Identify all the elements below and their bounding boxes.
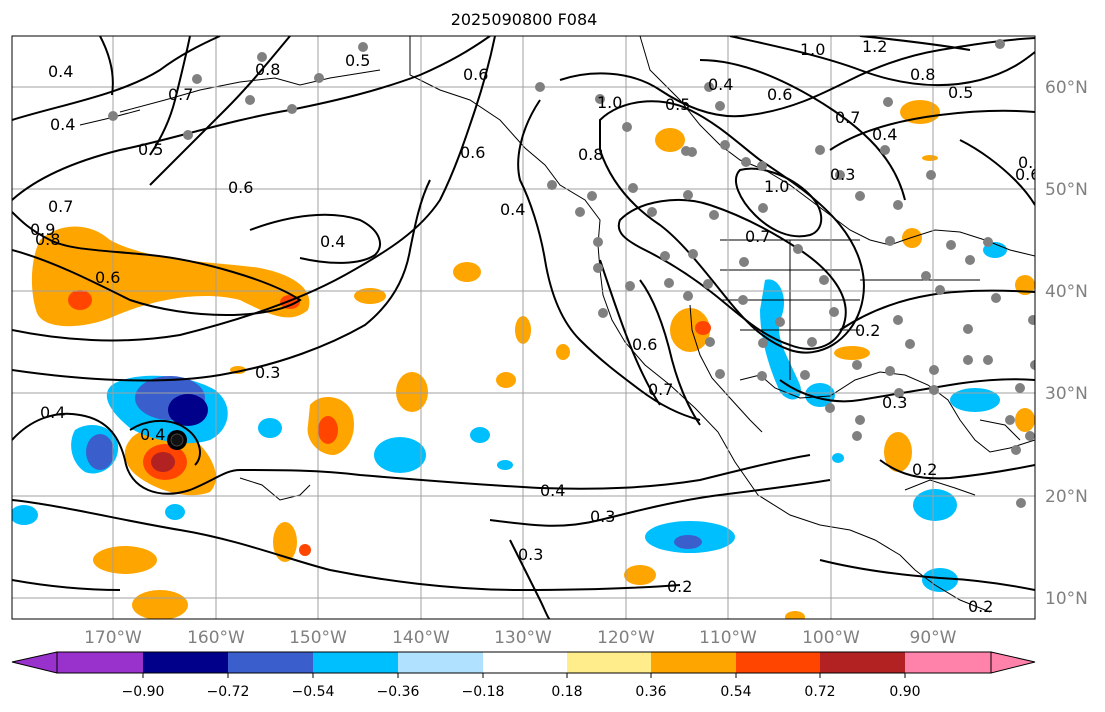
- contour-label: 0.6: [767, 85, 792, 104]
- contour-label: 0.3: [882, 393, 907, 412]
- colorbar-tick-label: −0.90: [122, 684, 165, 700]
- contour-label: 1.0: [800, 40, 825, 59]
- contour-label: 0.2: [855, 321, 880, 340]
- contour-label: 0.6: [1018, 153, 1043, 172]
- contour-label: 0.4: [500, 200, 525, 219]
- contour-label: 0.8: [578, 145, 603, 164]
- colorbar-bin: [57, 652, 143, 673]
- contour-label: 0.4: [708, 75, 733, 94]
- graticule: [12, 36, 1035, 619]
- contour-label: 1.0: [597, 93, 622, 112]
- colorbar-bin: [143, 652, 228, 673]
- contour-label-group: 0.4 0.5 0.6 0.8 0.7 0.5 0.4 0.6 0.6 0.9 …: [30, 37, 1043, 616]
- colorbar-extend-right: [990, 651, 1036, 674]
- station-dots: [108, 39, 1035, 508]
- contour-label: 0.5: [138, 140, 163, 159]
- contour-label: 0.2: [912, 460, 937, 479]
- contour-label: 0.6: [632, 335, 657, 354]
- colorbar-bin: [567, 652, 651, 673]
- colorbar-tick-label: 0.90: [889, 684, 920, 700]
- lon-label: 160°W: [187, 628, 245, 648]
- contour-label: 0.7: [48, 197, 73, 216]
- contour-label: 0.4: [50, 115, 75, 134]
- lat-label: 30°N: [1045, 384, 1088, 404]
- contour-label: 0.6: [95, 268, 120, 287]
- contour-label: 0.2: [667, 577, 692, 596]
- colorbar-bin: [651, 652, 736, 673]
- colorbar-tick-label: −0.18: [462, 684, 505, 700]
- lat-label: 60°N: [1045, 78, 1088, 98]
- colorbar-extend-left: [11, 651, 58, 674]
- colorbar-bin: [820, 652, 905, 673]
- lon-label: 100°W: [802, 628, 860, 648]
- contour-label: 0.9: [30, 220, 55, 239]
- lon-label: 90°W: [910, 628, 957, 648]
- lon-label: 150°W: [289, 628, 347, 648]
- contour-label: 0.5: [948, 83, 973, 102]
- lon-label: 170°W: [84, 628, 142, 648]
- contour-label: 0.7: [835, 108, 860, 127]
- colorbar-tick-label: −0.36: [377, 684, 420, 700]
- lat-label: 10°N: [1045, 589, 1088, 609]
- colorbar-bin: [228, 652, 313, 673]
- contour-label: 0.3: [590, 507, 615, 526]
- lon-label: 110°W: [699, 628, 757, 648]
- colorbar-tick-label: 0.72: [804, 684, 835, 700]
- longitude-labels: 170°W 160°W 150°W 140°W 130°W 120°W 110°…: [84, 628, 957, 648]
- contour-label: 0.4: [540, 481, 565, 500]
- lat-label: 50°N: [1045, 180, 1088, 200]
- contour-label: 0.5: [345, 51, 370, 70]
- contour-label: 0.3: [255, 363, 280, 382]
- colorbar: −0.90 −0.72 −0.54 −0.36 −0.18 0.18 0.36 …: [11, 651, 1036, 700]
- colorbar-tick-label: 0.18: [551, 684, 582, 700]
- contour-label: 0.3: [518, 545, 543, 564]
- contour-label: 1.2: [862, 37, 887, 56]
- contour-label: 0.4: [320, 232, 345, 251]
- colorbar-tick-label: −0.54: [292, 684, 335, 700]
- storm-marker-icon: [167, 430, 187, 450]
- lat-label: 20°N: [1045, 487, 1088, 507]
- lon-label: 140°W: [392, 628, 450, 648]
- contour-label: 0.4: [48, 62, 73, 81]
- contour-label: 0.7: [168, 85, 193, 104]
- positive-anomaly-shading: [31, 100, 1035, 619]
- map-area: 0.4 0.5 0.6 0.8 0.7 0.5 0.4 0.6 0.6 0.9 …: [12, 36, 1043, 619]
- lon-label: 130°W: [494, 628, 552, 648]
- colorbar-tick-label: 0.54: [720, 684, 751, 700]
- contour-label: 0.5: [665, 95, 690, 114]
- contour-label: 0.4: [140, 425, 165, 444]
- colorbar-bin: [313, 652, 398, 673]
- contour-label: 0.6: [460, 143, 485, 162]
- contour-label: 0.8: [35, 230, 60, 249]
- contour-label: 0.8: [255, 60, 280, 79]
- contour-label: 1.0: [764, 177, 789, 196]
- lat-label: 40°N: [1045, 282, 1088, 302]
- contour-lines: [12, 36, 1035, 619]
- colorbar-bin: [736, 652, 820, 673]
- contour-label: 0.3: [830, 165, 855, 184]
- contour-label: 0.6: [1015, 165, 1040, 184]
- contour-label: 0.4: [872, 125, 897, 144]
- contour-label: 0.4: [40, 403, 65, 422]
- contour-label: 0.2: [968, 597, 993, 616]
- figure-title: 2025090800 F084: [451, 10, 598, 29]
- contour-label: 0.6: [228, 178, 253, 197]
- lon-label: 120°W: [597, 628, 655, 648]
- colorbar-bin: [483, 652, 567, 673]
- colorbar-frame: [56, 651, 992, 674]
- contour-label: 0.7: [648, 380, 673, 399]
- contour-label: 0.8: [910, 65, 935, 84]
- colorbar-bin: [905, 652, 991, 673]
- contour-label: 0.6: [463, 65, 488, 84]
- colorbar-bin: [398, 652, 483, 673]
- contour-label: 0.7: [745, 227, 770, 246]
- latitude-labels: 60°N 50°N 40°N 30°N 20°N 10°N: [1045, 78, 1088, 609]
- colorbar-tick-label: −0.72: [207, 684, 250, 700]
- map-frame: [11, 35, 1036, 620]
- colorbar-tick-label: 0.36: [635, 684, 666, 700]
